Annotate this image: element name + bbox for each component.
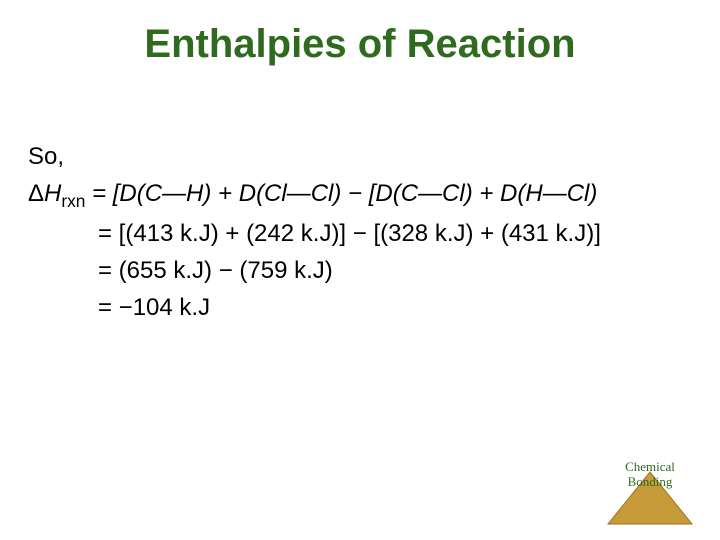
calculation-block: So, ΔHrxn = [D(C—H) + D(Cl—Cl) − [D(C—Cl…: [28, 138, 601, 326]
intro-line: So,: [28, 138, 601, 175]
slide-title: Enthalpies of Reaction: [0, 22, 720, 67]
footer-line-1: Chemical: [602, 460, 698, 475]
equation-line-1: ΔHrxn = [D(C—H) + D(Cl—Cl) − [D(C—Cl) + …: [28, 175, 601, 215]
line1-expr: = [D(C—H) + D(Cl—Cl) − [D(C—Cl) + D(H—Cl…: [92, 180, 597, 207]
slide: Enthalpies of Reaction So, ΔHrxn = [D(C—…: [0, 0, 720, 540]
equation-line-3: = (655 k.J) − (759 k.J): [28, 252, 601, 289]
subscript-rxn: rxn: [61, 191, 85, 211]
footer-line-2: Bonding: [602, 475, 698, 490]
footer-text: Chemical Bonding: [602, 460, 698, 490]
line2-expr: = [(413 k.J) + (242 k.J)] − [(328 k.J) +…: [98, 220, 601, 247]
equation-line-4: = −104 k.J: [28, 289, 601, 326]
delta-symbol: Δ: [28, 180, 44, 207]
line3-expr: = (655 k.J) − (759 k.J): [98, 257, 333, 284]
symbol-H: H: [44, 180, 61, 207]
footer-badge: Chemical Bonding: [602, 454, 698, 526]
equation-line-2: = [(413 k.J) + (242 k.J)] − [(328 k.J) +…: [28, 215, 601, 252]
line4-expr: = −104 k.J: [98, 294, 210, 321]
